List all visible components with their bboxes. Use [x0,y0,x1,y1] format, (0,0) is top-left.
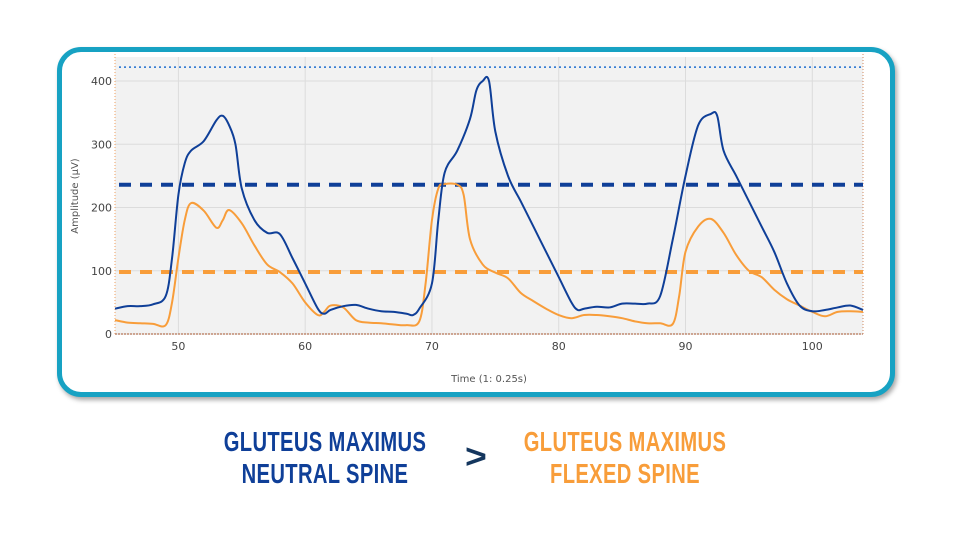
x-tick-label: 90 [679,340,693,353]
y-tick-label: 100 [91,265,112,278]
x-axis-label: Time (1: 0.25s) [450,374,527,385]
caption-flexed-line2: FLEXED SPINE [550,458,700,489]
x-tick-label: 60 [298,340,312,353]
x-tick-label: 100 [802,340,823,353]
y-axis-label: Amplitude (µV) [70,158,81,234]
x-tick-label: 50 [171,340,185,353]
x-tick-label: 70 [425,340,439,353]
y-tick-label: 200 [91,202,112,215]
y-tick-label: 300 [91,138,112,151]
caption-neutral-line2: NEUTRAL SPINE [241,458,409,489]
series-line-neutral [114,75,864,317]
plot-background [115,57,863,334]
caption-flexed-spine: GLUTEUS MAXIMUS FLEXED SPINE [517,426,733,490]
caption-neutral-line1: GLUTEUS MAXIMUS [223,426,427,457]
caption-neutral-spine: GLUTEUS MAXIMUS NEUTRAL SPINE [217,426,433,490]
x-tick-label: 80 [552,340,566,353]
series-line-flexed [114,182,864,328]
y-tick-label: 0 [105,328,112,341]
greater-than-symbol: > [465,438,487,476]
y-tick-label: 400 [91,75,112,88]
caption-flexed-line1: GLUTEUS MAXIMUS [523,426,727,457]
